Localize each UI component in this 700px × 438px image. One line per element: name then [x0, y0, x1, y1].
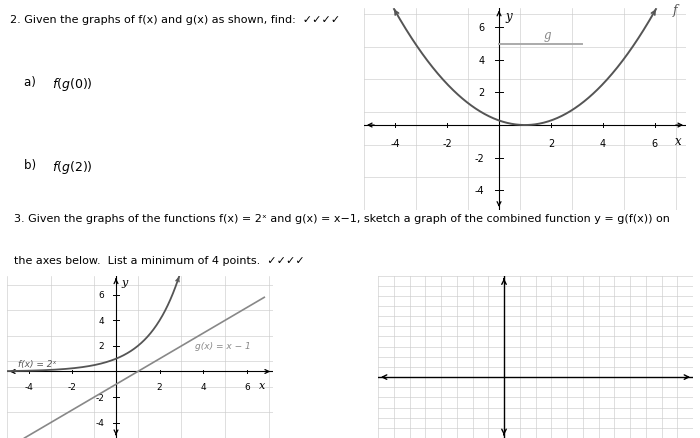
Text: 2: 2 — [478, 88, 484, 98]
Text: y: y — [122, 277, 127, 287]
Text: 6: 6 — [98, 290, 104, 300]
Text: 2: 2 — [99, 342, 104, 350]
Text: 4: 4 — [600, 139, 606, 149]
Text: -4: -4 — [475, 186, 484, 196]
Text: -2: -2 — [95, 393, 104, 402]
Text: f(x) = 2ˣ: f(x) = 2ˣ — [18, 360, 57, 368]
Text: 6: 6 — [652, 139, 658, 149]
Text: 4: 4 — [478, 56, 484, 66]
Text: f: f — [673, 4, 678, 17]
Text: y: y — [505, 10, 512, 22]
Text: -2: -2 — [442, 139, 452, 149]
Text: 2: 2 — [157, 382, 162, 391]
Text: b): b) — [25, 159, 44, 172]
Text: g(x) = x − 1: g(x) = x − 1 — [195, 342, 251, 351]
Text: a): a) — [25, 76, 44, 89]
Text: x: x — [259, 381, 265, 391]
Text: 2. Given the graphs of f(x) and g(x) as shown, find:  ✓✓✓✓: 2. Given the graphs of f(x) and g(x) as … — [10, 14, 341, 25]
Text: 2: 2 — [548, 139, 554, 149]
Text: x: x — [675, 135, 682, 148]
Text: -4: -4 — [391, 139, 400, 149]
Text: -4: -4 — [25, 382, 33, 391]
Text: g: g — [543, 29, 551, 42]
Text: 4: 4 — [200, 382, 206, 391]
Text: -4: -4 — [95, 418, 104, 427]
Text: $f(g(2))$: $f(g(2))$ — [52, 159, 93, 176]
Text: 4: 4 — [99, 316, 104, 325]
Text: 6: 6 — [244, 382, 250, 391]
Text: $f(g(0))$: $f(g(0))$ — [52, 76, 93, 93]
Text: 3. Given the graphs of the functions f(x) = 2ˣ and g(x) = x−1, sketch a graph of: 3. Given the graphs of the functions f(x… — [14, 214, 670, 224]
Text: 6: 6 — [478, 23, 484, 33]
Text: -2: -2 — [475, 153, 484, 163]
Text: the axes below.  List a minimum of 4 points.  ✓✓✓✓: the axes below. List a minimum of 4 poin… — [14, 256, 304, 266]
Text: -2: -2 — [68, 382, 77, 391]
